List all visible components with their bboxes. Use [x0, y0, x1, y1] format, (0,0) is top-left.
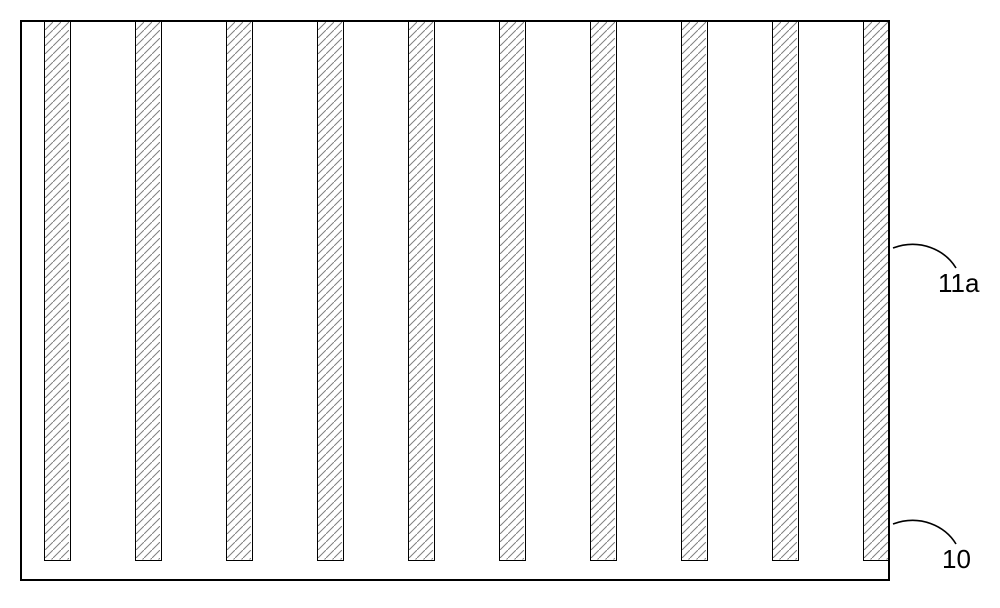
stripe-11a: [772, 20, 799, 561]
stripe-11a: [681, 20, 708, 561]
stripe-11a: [863, 20, 890, 561]
diagram-root: { "diagram": { "type": "infographic", "b…: [0, 0, 1000, 608]
label-11a: 11a: [938, 268, 979, 299]
label-10: 10: [942, 544, 971, 575]
leader-to-11a: [893, 244, 956, 268]
stripe-11a: [317, 20, 344, 561]
stripe-11a: [135, 20, 162, 561]
stripe-11a: [226, 20, 253, 561]
stripe-11a: [408, 20, 435, 561]
stripe-11a: [590, 20, 617, 561]
leader-to-10: [893, 520, 956, 544]
stripe-11a: [499, 20, 526, 561]
stripe-11a: [44, 20, 71, 561]
